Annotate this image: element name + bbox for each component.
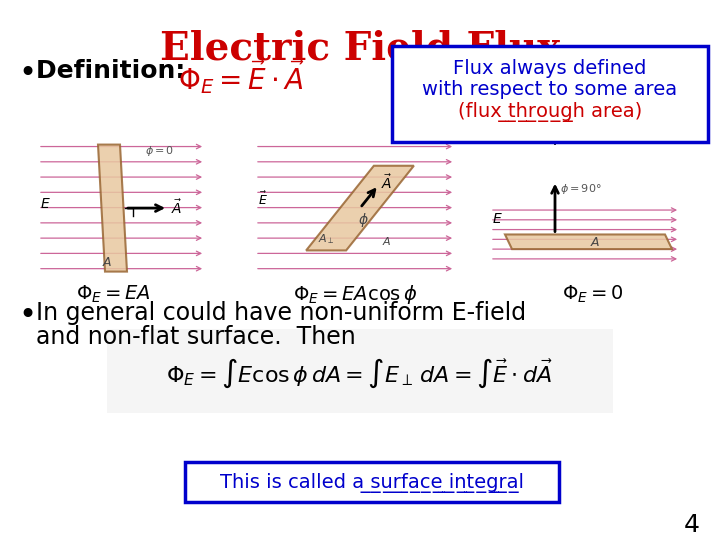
- Text: with respect to some area: with respect to some area: [423, 80, 678, 99]
- FancyBboxPatch shape: [107, 329, 613, 413]
- Text: $\phi=90°$: $\phi=90°$: [560, 183, 602, 197]
- Text: $\Phi_E = EA\cos\phi$: $\Phi_E = EA\cos\phi$: [293, 284, 418, 306]
- Text: Definition:: Definition:: [36, 59, 194, 83]
- Text: 4: 4: [684, 513, 700, 537]
- Text: $A$: $A$: [102, 256, 112, 269]
- Text: In general could have non-uniform E-field: In general could have non-uniform E-fiel…: [36, 301, 526, 325]
- Polygon shape: [306, 166, 414, 251]
- Text: $E$: $E$: [40, 197, 50, 211]
- Text: $\Phi_E = \vec{E} \cdot \vec{A}$: $\Phi_E = \vec{E} \cdot \vec{A}$: [178, 57, 305, 96]
- Text: (flux ̲t̲h̲r̲o̲u̲g̲h area): (flux ̲t̲h̲r̲o̲u̲g̲h area): [458, 102, 642, 122]
- Text: $\Phi_E = EA$: $\Phi_E = EA$: [76, 284, 150, 305]
- Text: and non-flat surface.  Then: and non-flat surface. Then: [36, 325, 356, 349]
- FancyBboxPatch shape: [185, 462, 559, 502]
- Text: $\vec{A}$: $\vec{A}$: [171, 199, 182, 218]
- Text: $\vec{A}$: $\vec{A}$: [382, 174, 392, 192]
- Text: $\phi$: $\phi$: [358, 211, 369, 229]
- Polygon shape: [98, 145, 127, 272]
- Text: $\vec{E}$: $\vec{E}$: [258, 191, 268, 208]
- Text: Electric Field Flux: Electric Field Flux: [160, 29, 560, 68]
- Text: •: •: [18, 59, 36, 87]
- Polygon shape: [505, 234, 672, 249]
- Text: $\Phi_E = \int E\cos\phi\, dA = \int E_\perp\, dA = \int \vec{E}\cdot d\vec{A}$: $\Phi_E = \int E\cos\phi\, dA = \int E_\…: [166, 356, 554, 390]
- FancyBboxPatch shape: [392, 46, 708, 141]
- Text: $\Phi_E = 0$: $\Phi_E = 0$: [562, 284, 624, 305]
- Text: •: •: [18, 301, 36, 330]
- Text: This is called a ̲s̲u̲r̲f̲a̲c̲e̲ ̲i̲n̲t̲e̲g̲r̲a̲l: This is called a ̲s̲u̲r̲f̲a̲c̲e̲ ̲i̲n̲t̲…: [220, 473, 524, 493]
- Text: $A$: $A$: [590, 236, 600, 249]
- Text: $E$: $E$: [492, 212, 503, 226]
- Text: $A_\perp$: $A_\perp$: [318, 232, 335, 246]
- Text: $A$: $A$: [382, 235, 392, 247]
- Text: Flux always defined: Flux always defined: [454, 59, 647, 78]
- Text: $\phi=0$: $\phi=0$: [145, 144, 174, 158]
